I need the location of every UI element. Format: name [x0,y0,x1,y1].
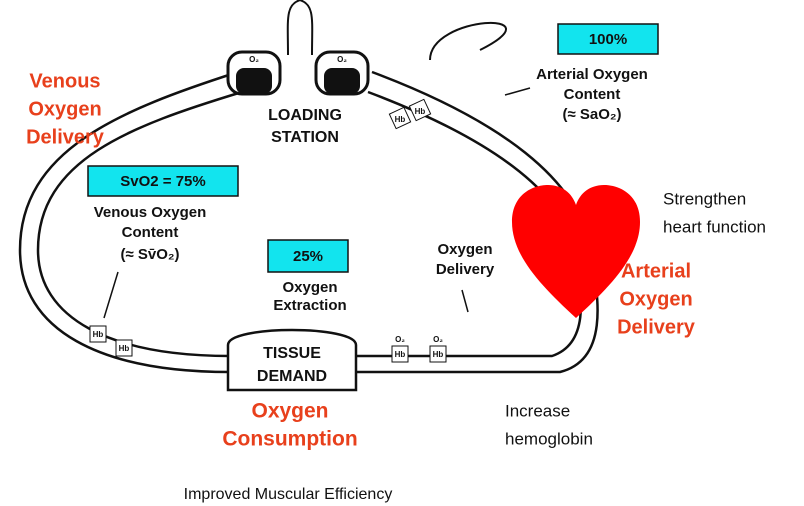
arterial-delivery: Delivery [617,316,696,338]
extraction: Extraction [273,297,346,314]
cart-hb: Hb [119,344,130,353]
tissue-demand: DEMAND [257,368,327,385]
venous-delivery: Delivery [26,126,105,148]
hemoglobin-note: hemoglobin [505,429,593,448]
cart-hb: Hb [395,350,406,359]
extraction: Oxygen [282,279,337,296]
oxygen-delivery: Oxygen [437,241,492,258]
cart-o2: O₂ [395,335,405,344]
venous-content: (≈ Sv̄O₂) [120,246,179,263]
venous-delivery: Oxygen [28,98,101,120]
arterial-saturation: 100% [589,31,627,48]
arterial-delivery: Oxygen [619,288,692,310]
loading-station: LOADING [268,107,342,124]
extraction-rate: 25% [293,248,323,265]
heart-note: heart function [663,217,766,236]
venous-box [87,165,239,197]
venous-content: Venous Oxygen [94,204,207,221]
carts: Hb Hb Hb Hb Hb Hb O₂ O₂ [89,98,447,363]
tissue-block [226,328,358,392]
arterial-content: (≈ SaO₂) [562,106,621,123]
track-outer [18,70,599,374]
cart-hb: Hb [415,107,426,116]
arterial-content: Arterial Oxygen [536,66,648,83]
hemoglobin-note: Increase [505,401,570,420]
cart-o2: O₂ [433,335,443,344]
heart-note: Strengthen [663,189,746,208]
heart [512,185,640,318]
arrows [103,87,531,319]
venous-delivery: Venous [29,70,100,92]
cart-hb: Hb [433,350,444,359]
oxygen-delivery: Delivery [436,261,495,278]
consumption: Consumption [222,428,357,451]
loading-drums: O₂ O₂ [226,50,370,96]
cart-o2: O₂ [249,55,259,64]
tissue-demand: TISSUE [263,345,321,362]
arterial-box [557,23,659,55]
venous-saturation: SvO2 = 75% [120,173,205,190]
extraction-box [267,239,349,273]
cart-hb: Hb [93,330,104,339]
arterial-delivery: Arterial [621,260,691,282]
tube [286,0,508,61]
venous-content: Content [122,224,179,241]
loading-station: STATION [271,129,339,146]
cart-o2: O₂ [337,55,347,64]
cart-hb: Hb [395,115,406,124]
arterial-content: Content [564,86,621,103]
consumption: Oxygen [251,400,328,423]
muscle-note: Improved Muscular Efficiency [184,486,393,503]
